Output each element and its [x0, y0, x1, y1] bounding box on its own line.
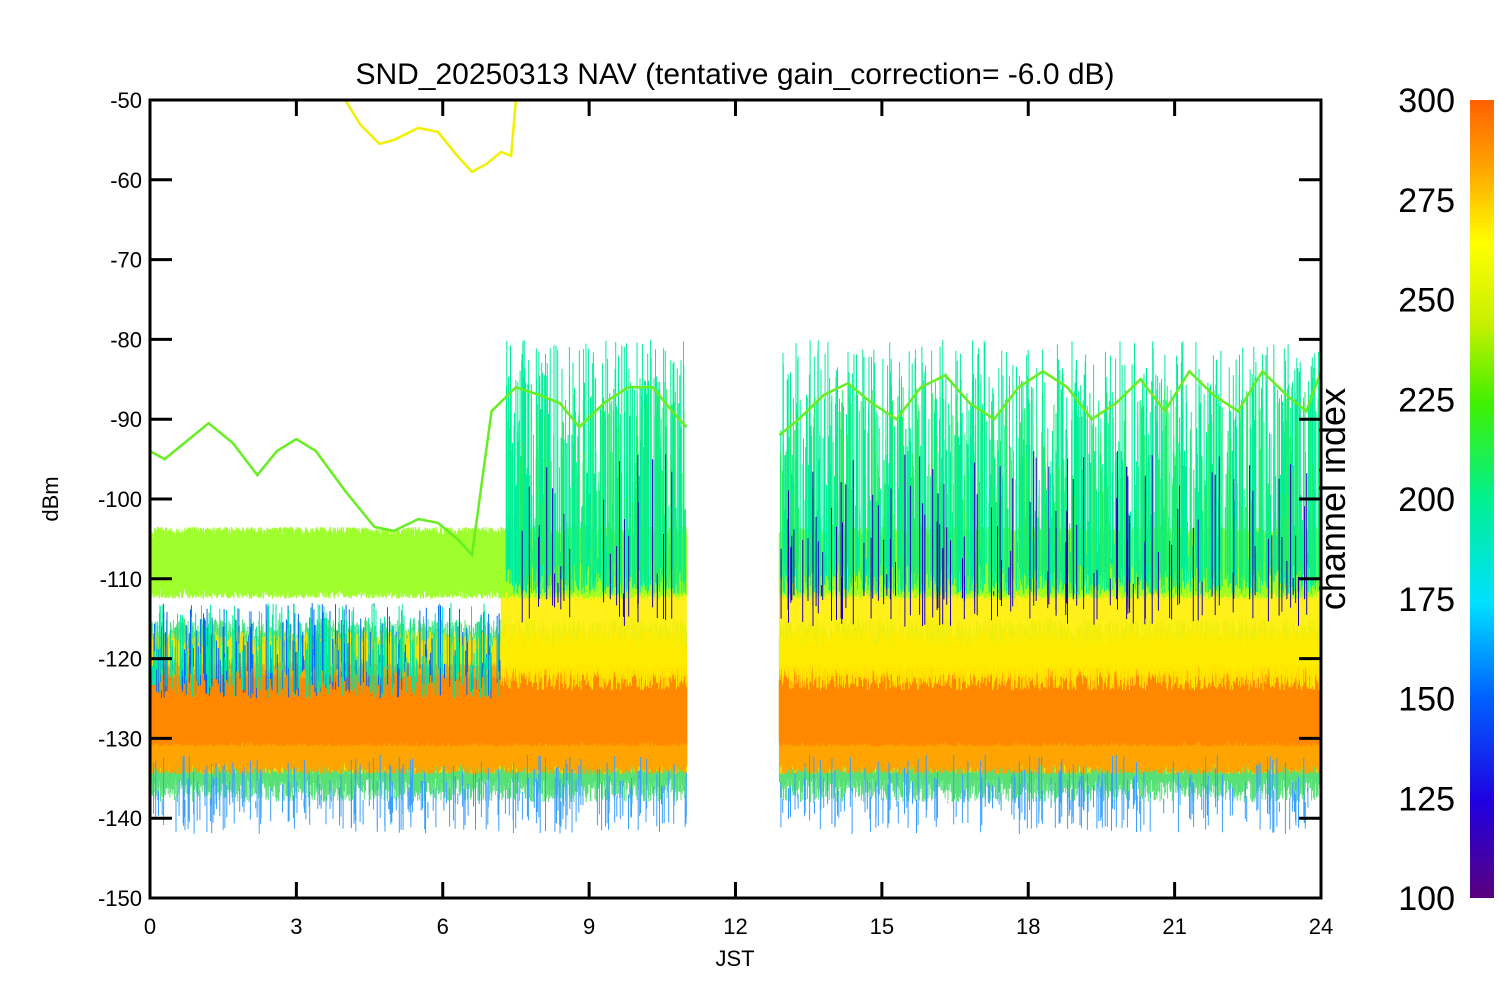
spikes-bottom: [153, 754, 1309, 835]
series-line-0: [778, 369, 1321, 437]
signal-spikes: [150, 339, 1321, 835]
colorbar-label: channel index: [1312, 388, 1353, 610]
colorbar-tick-label: 175: [1398, 581, 1455, 619]
chart-title: SND_20250313 NAV (tentative gain_correct…: [355, 58, 1114, 91]
series-lines: [150, 100, 1321, 558]
y-tick-label: -150: [98, 886, 142, 911]
y-tick-label: -50: [110, 88, 142, 113]
colorbar-tick-label: 100: [1398, 880, 1455, 918]
y-tick-label: -110: [100, 567, 142, 592]
x-tick-label: 24: [1309, 914, 1333, 939]
spikes-green: [516, 387, 1321, 595]
x-tick-label: 15: [870, 914, 894, 939]
spikes-teal-low: [150, 603, 499, 699]
colorbar-tick-label: 300: [1398, 82, 1455, 120]
series-line-1: [344, 100, 518, 174]
x-tick-label: 3: [290, 914, 302, 939]
signal-bands: [150, 526, 1321, 803]
x-tick-label: 6: [437, 914, 449, 939]
colorbar-tick-label: 200: [1398, 481, 1455, 519]
x-tick-label: 21: [1162, 914, 1186, 939]
y-tick-label: -120: [98, 647, 142, 672]
axes: 0 3 6 9 12 15 18 21 24 -50 -60 -70 -80 -90 -100 -110 -12…: [98, 88, 1333, 939]
colorbar: [1470, 100, 1494, 898]
colorbar-tick-label: 150: [1398, 681, 1455, 719]
x-tick-label: 9: [583, 914, 595, 939]
colorbar-tick-label: 125: [1398, 780, 1455, 818]
y-tick-label: -70: [110, 248, 142, 273]
y-tick-label: -80: [110, 327, 142, 352]
y-tick-label: -100: [98, 487, 142, 512]
colorbar-tick-label: 275: [1398, 182, 1455, 220]
series-line-0: [150, 385, 688, 558]
colorbar-tick-label: 250: [1398, 282, 1455, 320]
x-tick-label: 18: [1016, 914, 1040, 939]
noise-floor-core: [150, 674, 1321, 747]
y-tick-label: -140: [98, 806, 142, 831]
y-tick-label: -130: [98, 726, 142, 751]
colorbar-tick-label: 225: [1398, 381, 1455, 419]
x-axis-label: JST: [715, 946, 754, 971]
y-tick-label: -60: [110, 168, 142, 193]
x-tick-label: 12: [723, 914, 747, 939]
y-tick-label: -90: [110, 407, 142, 432]
colorbar-ticks: 100 125 150 175 200 225 250 275 300: [1398, 82, 1455, 918]
x-tick-label: 0: [144, 914, 156, 939]
y-axis-label: dBm: [38, 476, 63, 521]
spikes-indigo: [521, 451, 1308, 627]
